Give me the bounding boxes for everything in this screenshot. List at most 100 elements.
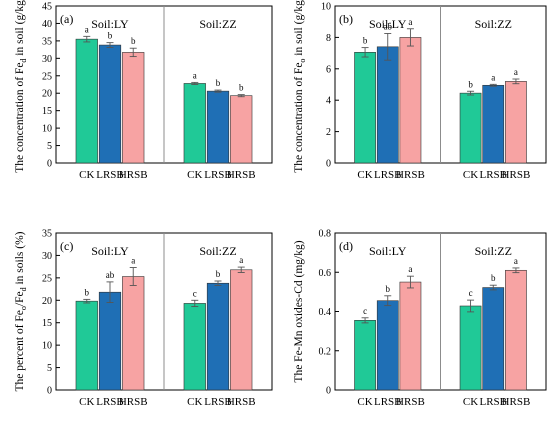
x-tick-label: LRSB xyxy=(374,169,402,181)
bar-lrsb xyxy=(98,44,122,164)
x-tick-label: HRSB xyxy=(502,396,531,408)
y-axis-label-part: in soils (%) xyxy=(14,231,26,287)
significance-letter: a xyxy=(193,70,197,80)
significance-letter: a xyxy=(514,256,518,266)
y-tick-label: 2 xyxy=(326,127,331,138)
y-axis-label-part: in soil (g/kg) xyxy=(293,0,305,59)
significance-letter: b xyxy=(491,273,496,283)
significance-letter: a xyxy=(408,17,412,27)
x-tick-label: LRSB xyxy=(479,396,507,408)
y-axis-label: The percent of Feo/Fed in soils (%) xyxy=(14,231,28,391)
significance-letter: a xyxy=(239,255,243,265)
bar-hrsb xyxy=(122,52,145,164)
y-tick-label: 8 xyxy=(326,33,331,44)
x-tick-label: LRSB xyxy=(204,169,232,181)
soil-label: Soil:LY xyxy=(369,244,407,258)
bar-ck xyxy=(183,303,206,391)
significance-letter: a xyxy=(491,72,495,82)
y-axis-label: The concentration of Feo in soil (g/kg) xyxy=(293,0,307,173)
panel-c: 0 5 10 15 20 25 30 35 The percent of Feo/Fed in … xyxy=(14,229,273,408)
soil-label: Soil:ZZ xyxy=(475,244,512,258)
significance-letter: ab xyxy=(384,21,393,31)
bar-lrsb xyxy=(98,291,122,391)
x-tick-label: LRSB xyxy=(374,396,402,408)
panel-label: (c) xyxy=(60,239,73,253)
x-tick-label: CK xyxy=(357,169,372,181)
significance-letter: b xyxy=(363,36,368,46)
y-tick-label: 5 xyxy=(47,141,52,152)
y-tick-label: 10 xyxy=(42,341,52,352)
x-tick-label: CK xyxy=(463,169,478,181)
y-tick-label: 40 xyxy=(42,19,52,30)
x-tick-label: CK xyxy=(357,396,372,408)
significance-letter: b xyxy=(131,36,136,46)
significance-letter: a xyxy=(408,264,412,274)
bar-ck xyxy=(75,300,98,391)
x-tick-label: HRSB xyxy=(119,169,148,181)
y-tick-label: 45 xyxy=(42,2,52,13)
bar-ck xyxy=(354,320,376,391)
soil-label: Soil:LY xyxy=(91,17,129,31)
y-tick-label: 30 xyxy=(42,251,52,262)
significance-letter: b xyxy=(216,78,221,88)
bar-ck xyxy=(459,305,482,391)
bar-hrsb xyxy=(230,269,253,391)
x-tick-label: CK xyxy=(187,169,202,181)
soil-label: Soil:ZZ xyxy=(199,17,236,31)
y-tick-label: 6 xyxy=(326,64,331,75)
bar-hrsb xyxy=(399,281,422,391)
bar-ck xyxy=(183,83,206,164)
y-tick-label: 5 xyxy=(47,363,52,374)
significance-letter: c xyxy=(363,306,367,316)
bar-hrsb xyxy=(505,269,527,391)
y-axis-label-subscript: o xyxy=(19,306,28,310)
panel-label: (d) xyxy=(339,239,353,253)
y-tick-label: 30 xyxy=(42,54,52,65)
significance-letter: a xyxy=(131,256,135,266)
bar-lrsb xyxy=(206,90,230,164)
x-tick-label: LRSB xyxy=(96,396,124,408)
y-tick-label: 0.2 xyxy=(319,346,332,357)
significance-letter: b xyxy=(239,83,244,93)
significance-letter: c xyxy=(469,288,473,298)
y-axis-label-part: The concentration of Fe xyxy=(14,63,26,173)
y-axis-label-subscript: o xyxy=(298,59,307,63)
bar-hrsb xyxy=(122,276,145,391)
significance-letter: c xyxy=(193,288,197,298)
y-axis-label-subscript: d xyxy=(19,287,28,291)
x-tick-label: LRSB xyxy=(204,396,232,408)
y-tick-label: 35 xyxy=(42,36,52,47)
y-tick-label: 10 xyxy=(321,2,331,13)
y-axis-label-part: /Fe xyxy=(14,291,26,306)
y-axis-label-part: The percent of Fe xyxy=(14,310,26,391)
x-tick-label: LRSB xyxy=(479,169,507,181)
bar-hrsb xyxy=(399,37,422,164)
bar-lrsb xyxy=(206,282,230,391)
x-tick-label: HRSB xyxy=(119,396,148,408)
significance-letter: a xyxy=(85,24,89,34)
panel-b: 0 2 4 6 8 10 The concentration of Feo in soil … xyxy=(293,0,547,181)
x-tick-label: HRSB xyxy=(396,396,425,408)
soil-label: Soil:LY xyxy=(369,17,407,31)
y-tick-label: 0 xyxy=(47,386,52,397)
significance-letter: b xyxy=(108,31,113,41)
y-tick-label: 25 xyxy=(42,71,52,82)
bar-ck xyxy=(75,38,98,164)
y-tick-label: 20 xyxy=(42,296,52,307)
panel-label: (b) xyxy=(339,12,353,26)
y-axis-label-part: The Fe-Mn oxides-Cd (mg/kg) xyxy=(293,240,305,382)
y-tick-label: 0 xyxy=(47,159,52,170)
soil-label: Soil:ZZ xyxy=(199,244,236,258)
y-tick-label: 0.6 xyxy=(319,268,332,279)
soil-label: Soil:ZZ xyxy=(475,17,512,31)
significance-letter: ab xyxy=(106,270,115,280)
y-axis-label-part: The concentration of Fe xyxy=(293,63,305,173)
significance-letter: a xyxy=(514,67,518,77)
x-tick-label: HRSB xyxy=(502,169,531,181)
x-tick-label: CK xyxy=(463,396,478,408)
y-tick-label: 0.8 xyxy=(319,229,332,240)
x-tick-label: CK xyxy=(79,396,94,408)
bar-ck xyxy=(354,52,376,164)
x-tick-label: LRSB xyxy=(96,169,124,181)
